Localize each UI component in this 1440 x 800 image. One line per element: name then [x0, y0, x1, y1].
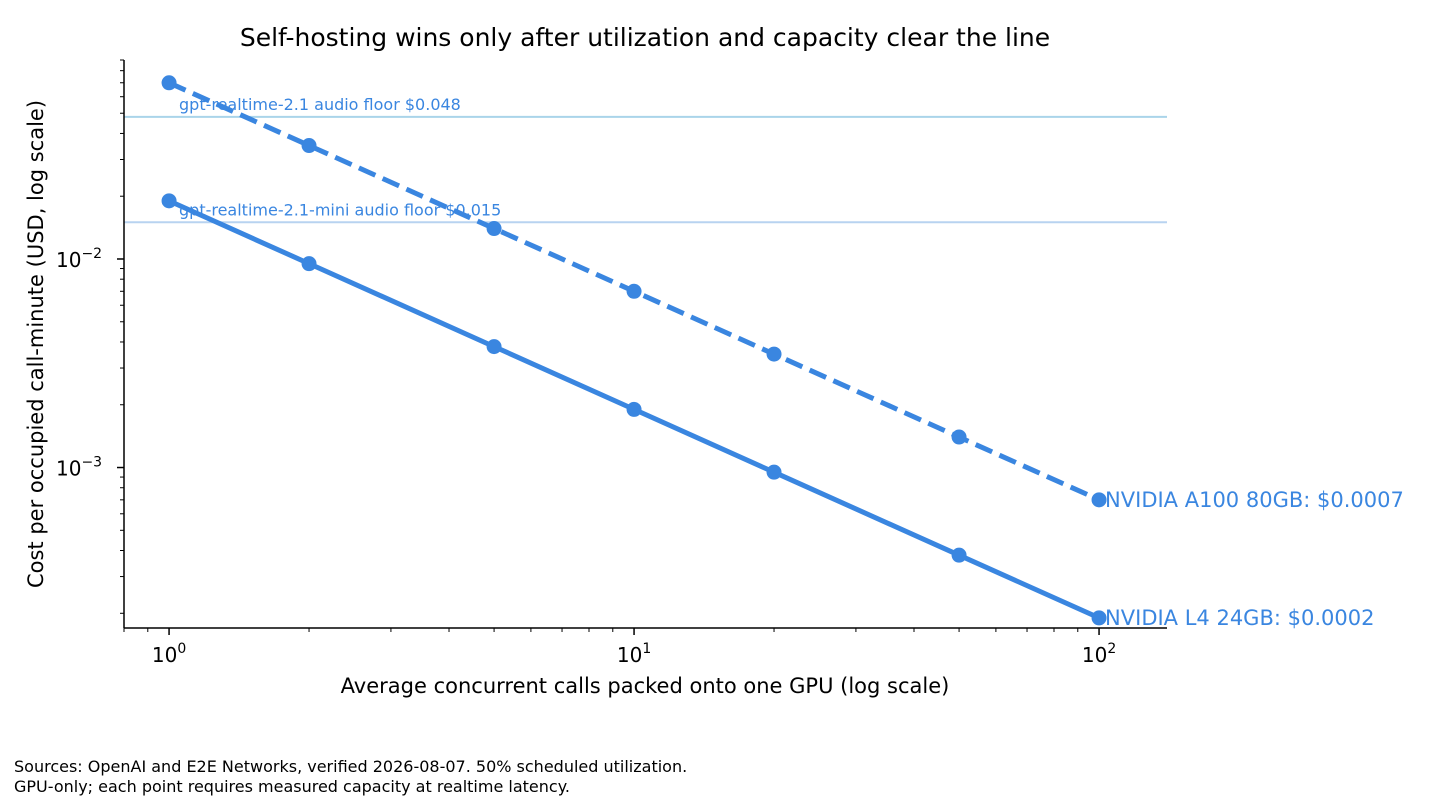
series-0-point-6 [1091, 492, 1107, 508]
series-0-point-1 [301, 138, 317, 154]
reference-lines: gpt-realtime-2.1 audio floor $0.048 gpt-r… [124, 95, 1167, 224]
y-tick-label-0: 10−2 [56, 246, 102, 272]
series-1-point-1 [301, 256, 317, 272]
sources-note-line-2: GPU-only; each point requires measured c… [14, 777, 570, 796]
series-0-point-0 [161, 75, 177, 91]
series-1-point-3 [626, 401, 642, 417]
series-1-point-5 [951, 547, 967, 563]
series-0-point-3 [626, 283, 642, 299]
series-lines: NVIDIA A100 80GB: $0.0007 NVIDIA L4 24GB:… [161, 75, 1404, 630]
axes [123, 60, 1167, 629]
x-tick-label-0: 100 [152, 641, 186, 667]
series-1-point-4 [766, 464, 782, 480]
x-ticks: 100 101 102 [123, 628, 1116, 667]
series-1-point-0 [161, 193, 177, 209]
series-1-point-6 [1091, 610, 1107, 626]
series-1-point-2 [486, 339, 502, 355]
series-0-point-5 [951, 429, 967, 445]
y-ticks: 10−2 10−3 [56, 59, 124, 614]
series-end-label-1: NVIDIA L4 24GB: $0.0002 [1105, 606, 1374, 630]
series-end-label-0: NVIDIA A100 80GB: $0.0007 [1105, 488, 1404, 512]
reference-line-label-0: gpt-realtime-2.1 audio floor $0.048 [179, 95, 461, 114]
y-axis-label: Cost per occupied call-minute (USD, log … [24, 100, 48, 588]
sources-note-line-1: Sources: OpenAI and E2E Networks, verifi… [14, 757, 688, 776]
x-axis-label: Average concurrent calls packed onto one… [341, 674, 950, 698]
series-0-point-4 [766, 346, 782, 362]
reference-line-label-1: gpt-realtime-2.1-mini audio floor $0.015 [179, 200, 501, 219]
chart-title: Self-hosting wins only after utilization… [240, 23, 1050, 52]
series-0-point-2 [486, 221, 502, 237]
x-tick-label-2: 102 [1082, 641, 1116, 667]
y-tick-label-1: 10−3 [56, 455, 102, 481]
x-tick-label-1: 101 [617, 641, 651, 667]
